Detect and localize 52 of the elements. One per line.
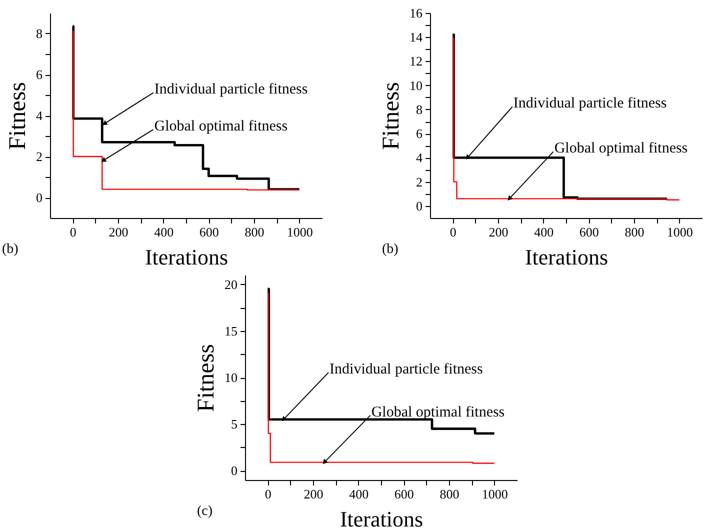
x-tick-label: 200 bbox=[304, 486, 324, 502]
x-axis-title: Iterations bbox=[144, 244, 228, 270]
y-axis-title: Fitness bbox=[5, 82, 31, 150]
text: (c) bbox=[197, 504, 213, 519]
x-tick-label: 400 bbox=[349, 486, 369, 502]
x-tick-label: 200 bbox=[488, 224, 508, 240]
y-tick-label: 2 bbox=[36, 149, 42, 164]
annotation: Global optimal fitness bbox=[371, 404, 505, 420]
x-tick-label: 200 bbox=[108, 224, 128, 240]
x-tick-label: 600 bbox=[199, 224, 219, 240]
x-tick-label: 0 bbox=[264, 486, 272, 502]
text: (b) bbox=[382, 242, 399, 257]
y-tick-label: 4 bbox=[416, 150, 423, 166]
y-tick-label: 10 bbox=[410, 78, 422, 93]
x-tick-label: 1000 bbox=[286, 224, 313, 240]
annotation: Global optimal fitness bbox=[154, 118, 288, 135]
x-tick-label: 800 bbox=[244, 224, 264, 240]
x-axis-title: Iterations bbox=[524, 244, 608, 270]
y-tick-label: 0 bbox=[416, 198, 422, 214]
y-tick-label: 2 bbox=[416, 174, 422, 190]
y-tick-label: 20 bbox=[224, 276, 238, 292]
text: (b) bbox=[2, 242, 19, 257]
x-tick-label: 600 bbox=[579, 224, 599, 240]
x-tick-label: 1000 bbox=[482, 486, 508, 502]
x-tick-label: 800 bbox=[440, 486, 460, 502]
x-tick-label: 0 bbox=[70, 224, 76, 240]
annotation: Global optimal fitness bbox=[554, 140, 688, 157]
y-tick-label: 5 bbox=[231, 416, 238, 432]
x-tick-label: 600 bbox=[394, 486, 414, 502]
y-tick-label: 8 bbox=[36, 26, 42, 41]
y-tick-label: 6 bbox=[36, 67, 43, 82]
annotation: Individual particle fitness bbox=[513, 96, 667, 112]
x-tick-label: 400 bbox=[154, 224, 174, 240]
y-tick-label: 4 bbox=[36, 108, 43, 123]
y-tick-label: 14 bbox=[410, 30, 423, 45]
y-tick-label: 6 bbox=[416, 126, 423, 142]
y-tick-label: 8 bbox=[416, 102, 422, 117]
x-tick-label: 400 bbox=[534, 224, 554, 240]
y-tick-label: 0 bbox=[36, 190, 42, 205]
y-axis-title: Fitness bbox=[194, 344, 220, 412]
y-tick-label: 10 bbox=[224, 370, 238, 385]
y-tick-label: 0 bbox=[231, 463, 238, 478]
y-tick-label: 15 bbox=[224, 323, 238, 338]
annotation: Individual particle fitness bbox=[154, 82, 308, 98]
x-tick-label: 0 bbox=[450, 224, 456, 240]
y-tick-label: 16 bbox=[410, 6, 423, 20]
y-axis-title: Fitness bbox=[378, 82, 404, 150]
x-axis-title: Iterations bbox=[340, 506, 424, 529]
y-tick-label: 12 bbox=[410, 54, 422, 69]
x-tick-label: 1000 bbox=[666, 224, 693, 240]
annotation: Individual particle fitness bbox=[330, 361, 483, 378]
x-tick-label: 800 bbox=[624, 224, 644, 240]
